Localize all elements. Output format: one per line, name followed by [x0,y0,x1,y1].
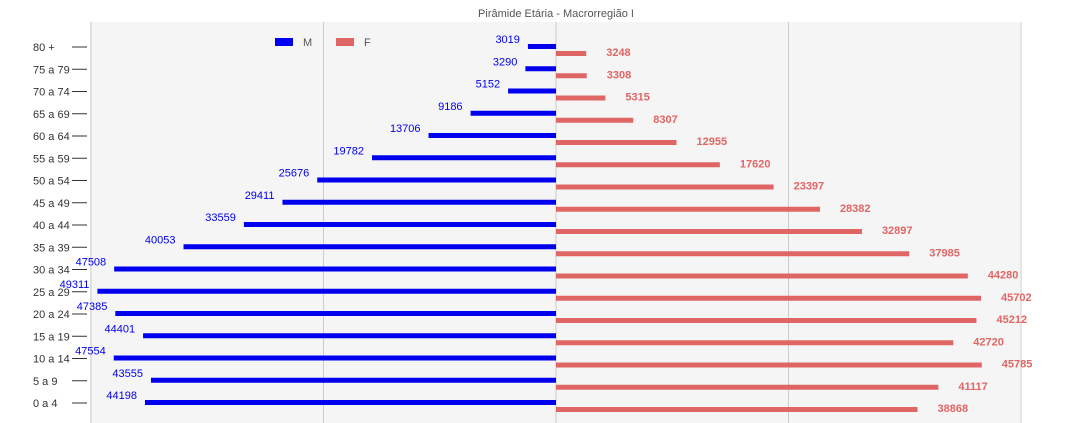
data-label-m: 25676 [279,168,310,180]
legend-swatch-f [336,38,354,46]
data-label-m: 43555 [112,368,143,380]
bar-m [113,355,556,361]
bar-m [282,199,556,205]
data-label-m: 47385 [77,301,108,313]
bar-m [527,44,556,49]
y-tick-label: 15 a 19 [33,331,70,343]
legend-label-f: F [364,37,371,49]
data-label-f: 17620 [740,158,771,170]
data-label-f: 45702 [1001,292,1032,304]
bar-f [556,362,982,368]
y-tick-label: 25 a 29 [33,287,70,299]
data-label-m: 5152 [476,79,500,91]
data-label-f: 44280 [988,270,1019,282]
legend-label-m: M [303,37,312,49]
y-tick-label: 45 a 49 [33,198,70,210]
y-tick-label: 50 a 54 [33,176,70,188]
data-label-m: 49311 [60,279,90,291]
bar-f [556,295,982,301]
data-label-m: 13706 [390,123,421,135]
bar-f [556,140,677,145]
bar-f [556,384,939,390]
data-label-f: 41117 [958,381,987,393]
data-label-m: 47554 [75,346,106,358]
bar-f [556,51,587,56]
data-label-m: 29411 [245,190,275,202]
y-tick-label: 65 a 69 [33,109,70,121]
y-tick-label: 20 a 24 [33,309,70,321]
y-axis: 0 a 4 5 a 9 10 a 14 15 a 19 20 a 24 25 a 29 30… [33,42,87,410]
y-tick-label: 55 a 59 [33,153,70,165]
data-label-m: 3019 [495,34,519,46]
data-label-f: 45212 [996,314,1027,326]
data-label-m: 3290 [493,56,517,68]
y-tick-label: 80 + [33,42,55,54]
bar-m [317,177,556,183]
y-tick-label: 0 a 4 [33,398,57,410]
data-label-f: 3248 [606,47,630,59]
data-label-f: 38868 [937,403,968,415]
bar-m [372,155,556,161]
data-label-f: 5315 [625,92,649,104]
bar-m [150,377,556,383]
data-label-m: 33559 [205,212,236,224]
bar-m [508,88,556,94]
y-tick-label: 5 a 9 [33,376,57,388]
data-label-f: 3308 [607,69,631,81]
bar-m [428,133,556,138]
bar-f [556,273,968,279]
data-label-m: 44401 [104,323,135,335]
data-label-f: 37985 [929,247,960,259]
bar-m [143,333,557,339]
data-label-f: 23397 [794,181,825,193]
y-tick-label: 70 a 74 [33,87,70,99]
bar-f [556,117,634,123]
legend-swatch-m [275,38,293,46]
data-label-f: 28382 [840,203,871,215]
data-label-f: 8307 [653,114,677,126]
bar-f [556,162,720,168]
bar-m [115,311,556,316]
bar-m [97,288,556,294]
bars: 44198 38868 43555 41117 47554 45785 44401 42720… [60,34,1033,415]
data-label-m: 19782 [333,145,364,157]
bar-m [144,400,556,405]
bar-f [556,340,954,346]
data-label-f: 12955 [696,136,727,148]
y-tick-label: 75 a 79 [33,64,70,76]
data-label-m: 9186 [438,101,462,113]
data-label-f: 42720 [973,336,1004,348]
bar-m [470,110,556,116]
bar-f [556,318,977,323]
y-tick-label: 35 a 39 [33,242,70,254]
bar-m [114,266,556,272]
data-label-f: 45785 [1002,359,1033,371]
bar-f [556,73,587,79]
y-tick-label: 30 a 34 [33,265,70,277]
bar-f [556,229,862,234]
y-tick-label: 40 a 44 [33,220,70,232]
y-tick-label: 60 a 64 [33,131,70,143]
bar-m [525,66,556,72]
bar-m [183,244,557,250]
bar-f [556,251,910,257]
data-label-m: 47508 [76,257,107,269]
data-label-f: 32897 [882,225,913,237]
bar-f [556,95,606,101]
chart-title: Pirâmide Etária - Macrorregião I [478,8,634,20]
bar-f [556,206,820,212]
data-label-m: 40053 [145,234,176,246]
bar-f [556,184,774,190]
bar-m [243,222,556,227]
y-tick-label: 10 a 14 [33,354,70,366]
bar-f [556,407,918,412]
data-label-m: 44198 [106,390,137,402]
